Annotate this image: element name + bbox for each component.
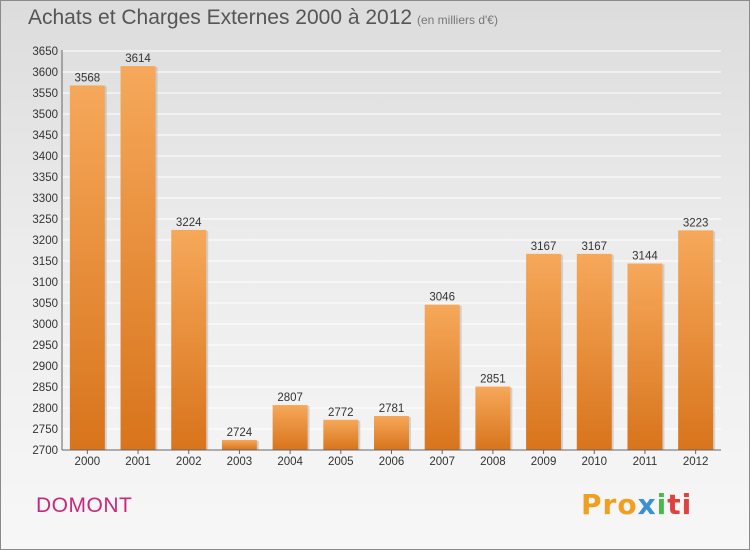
y-tick-label: 3000 xyxy=(32,319,58,331)
logo-part: i xyxy=(656,488,668,521)
bar-value-label: 3167 xyxy=(531,241,557,253)
y-tick-label: 3200 xyxy=(32,235,58,247)
bar-value-label: 2724 xyxy=(227,427,253,439)
y-tick-label: 2700 xyxy=(32,445,58,457)
x-tick-label: 2012 xyxy=(683,456,709,468)
bar xyxy=(627,263,663,450)
bar xyxy=(69,85,105,450)
x-tick-label: 2000 xyxy=(75,456,101,468)
x-tick-label: 2008 xyxy=(480,456,506,468)
y-tick-label: 3300 xyxy=(32,193,58,205)
x-tick-label: 2004 xyxy=(277,456,303,468)
bar-value-label: 3223 xyxy=(683,217,709,229)
y-tick-label: 3600 xyxy=(32,67,58,79)
bar-value-label: 3224 xyxy=(176,217,202,229)
y-tick-label: 2900 xyxy=(32,361,58,373)
bar xyxy=(424,304,460,450)
proxiti-logo: Proxiti xyxy=(581,488,692,521)
x-tick-label: 2001 xyxy=(125,456,151,468)
bar-value-label: 2807 xyxy=(277,392,303,404)
y-tick-label: 2850 xyxy=(32,382,58,394)
y-tick-label: 3100 xyxy=(32,277,58,289)
bar xyxy=(576,253,612,450)
x-tick-label: 2009 xyxy=(531,456,557,468)
y-tick-label: 3050 xyxy=(32,298,58,310)
bar-value-label: 3046 xyxy=(429,292,455,304)
y-tick-label: 3550 xyxy=(32,88,58,100)
chart-title: Achats et Charges Externes 2000 à 2012 xyxy=(28,6,413,29)
bar xyxy=(323,419,359,450)
bar xyxy=(171,229,207,450)
y-tick-label: 3150 xyxy=(32,256,58,268)
bar-value-label: 3614 xyxy=(125,53,151,65)
bar-value-label: 2851 xyxy=(480,374,506,386)
commune-name: DOMONT xyxy=(36,494,133,517)
logo-part: x xyxy=(637,488,657,521)
y-tick-label: 3400 xyxy=(32,151,58,163)
logo-part: ti xyxy=(667,488,693,521)
x-tick-label: 2002 xyxy=(176,456,202,468)
chart-subtitle: (en milliers d'€) xyxy=(417,13,498,27)
y-tick-label: 3350 xyxy=(32,172,58,184)
bar-value-label: 3167 xyxy=(581,241,607,253)
bar xyxy=(526,253,562,450)
x-tick-label: 2003 xyxy=(227,456,253,468)
logo-part: Pro xyxy=(581,488,638,521)
bar-value-label: 2781 xyxy=(379,403,405,415)
bar-value-label: 2772 xyxy=(328,407,354,419)
x-tick-label: 2007 xyxy=(429,456,455,468)
bar-value-label: 3144 xyxy=(632,251,658,263)
bar xyxy=(221,439,257,450)
bar xyxy=(475,386,511,450)
x-tick-label: 2005 xyxy=(328,456,354,468)
bar xyxy=(272,405,308,450)
bar xyxy=(120,66,156,451)
x-tick-label: 2006 xyxy=(379,456,405,468)
bar xyxy=(374,415,409,450)
y-tick-label: 2750 xyxy=(32,424,58,436)
bar xyxy=(678,230,714,450)
y-tick-label: 3450 xyxy=(32,130,58,142)
y-tick-label: 3500 xyxy=(32,109,58,121)
y-tick-label: 2800 xyxy=(32,403,58,415)
y-tick-label: 2950 xyxy=(32,340,58,352)
y-tick-label: 3250 xyxy=(32,214,58,226)
bar-value-label: 3568 xyxy=(75,72,101,84)
y-tick-label: 3650 xyxy=(32,46,58,58)
x-tick-label: 2010 xyxy=(581,456,607,468)
x-tick-label: 2011 xyxy=(633,456,658,468)
